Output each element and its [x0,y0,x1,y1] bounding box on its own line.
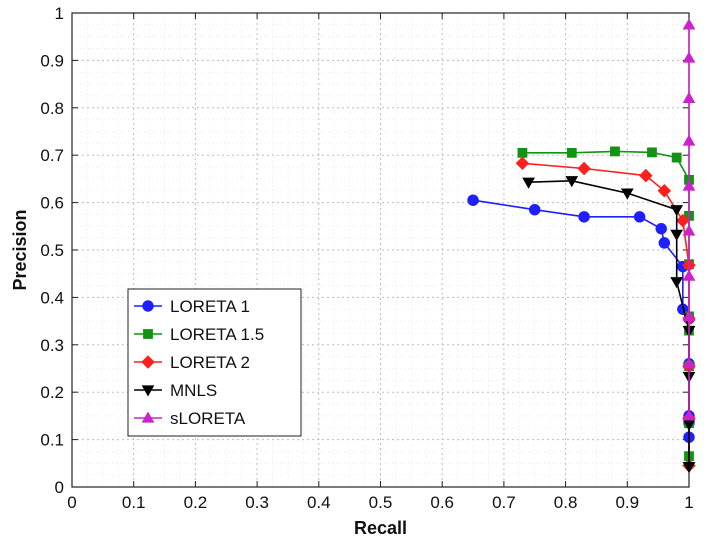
data-point [529,203,541,216]
legend-item: LORETA 1 [134,297,250,316]
data-point [657,183,672,198]
x-tick-label: 0 [67,493,76,512]
x-tick-label: 1 [684,493,693,512]
data-point [682,134,696,146]
y-axis-title: Precision [10,209,30,290]
legend-marker [143,329,153,339]
y-tick-label: 0.5 [40,241,64,260]
data-point [658,237,671,249]
data-point [610,146,620,157]
x-tick-label: 0.6 [430,493,454,512]
legend-item: sLORETA [134,409,246,428]
data-point [655,222,667,235]
data-point [670,277,684,289]
data-point [515,156,530,171]
y-tick-label: 0.8 [40,99,64,118]
y-tick-label: 0.7 [40,146,64,165]
legend-label: LORETA 2 [170,353,250,372]
data-point [671,152,682,163]
data-point [682,18,696,30]
axis-ticks: 0 0.1 0.2 0.3 0.4 0.5 0.6 0.7 0.8 0.9 1 0 0.1 0.2 0.3 0… [40,4,693,512]
data-point [670,229,684,241]
legend-label: MNLS [170,381,217,400]
data-point [682,91,696,103]
legend-item: LORETA 1.5 [134,325,264,344]
legend-marker [141,355,155,369]
data-point [517,147,528,158]
data-point [633,211,646,223]
data-point [522,177,535,189]
x-tick-label: 0.7 [492,493,516,512]
x-tick-label: 0.2 [184,493,208,512]
data-point [467,194,479,206]
x-tick-label: 0.9 [615,493,639,512]
data-point [682,409,696,421]
data-point [682,224,696,236]
data-point [620,188,634,200]
y-tick-label: 0.3 [40,336,64,355]
data-point [577,161,591,176]
y-tick-label: 0.2 [40,383,64,402]
data-point [639,168,653,183]
y-tick-label: 0.9 [40,51,64,70]
series-line [522,162,690,466]
data-point [682,51,696,63]
data-point [682,179,696,191]
series-loreta-2 [515,156,696,473]
x-tick-label: 0.8 [554,493,578,512]
legend-item: MNLS [134,381,217,400]
series-group [467,18,696,474]
data-point [682,461,696,474]
data-point [566,147,577,158]
legend-label: LORETA 1.5 [170,325,264,344]
y-tick-label: 1 [55,4,64,23]
legend: LORETA 1 LORETA 1.5 LORETA 2 MNLS sLORETA [127,288,302,437]
data-point [682,269,696,281]
data-point [682,309,696,321]
y-tick-label: 0.6 [40,194,64,213]
legend-marker [141,385,155,397]
x-tick-label: 0.5 [369,493,393,512]
legend-label: sLORETA [170,409,246,428]
data-point [670,205,684,217]
data-point [676,213,690,228]
legend-item: LORETA 2 [134,353,250,372]
y-tick-label: 0.4 [40,288,64,307]
data-point [682,357,696,369]
legend-marker [141,411,155,423]
legend-label: LORETA 1 [170,297,250,316]
y-tick-label: 0 [55,478,64,497]
y-tick-label: 0.1 [40,431,64,450]
x-tick-label: 0.3 [245,493,269,512]
data-point [565,176,579,188]
series-sloreta [682,18,696,421]
data-point [647,147,657,158]
legend-marker [142,300,154,312]
data-point [578,211,590,223]
series-line [528,179,690,467]
x-tick-label: 0.4 [307,493,331,512]
x-axis-title: Recall [354,518,407,538]
x-tick-label: 0.1 [122,493,146,512]
